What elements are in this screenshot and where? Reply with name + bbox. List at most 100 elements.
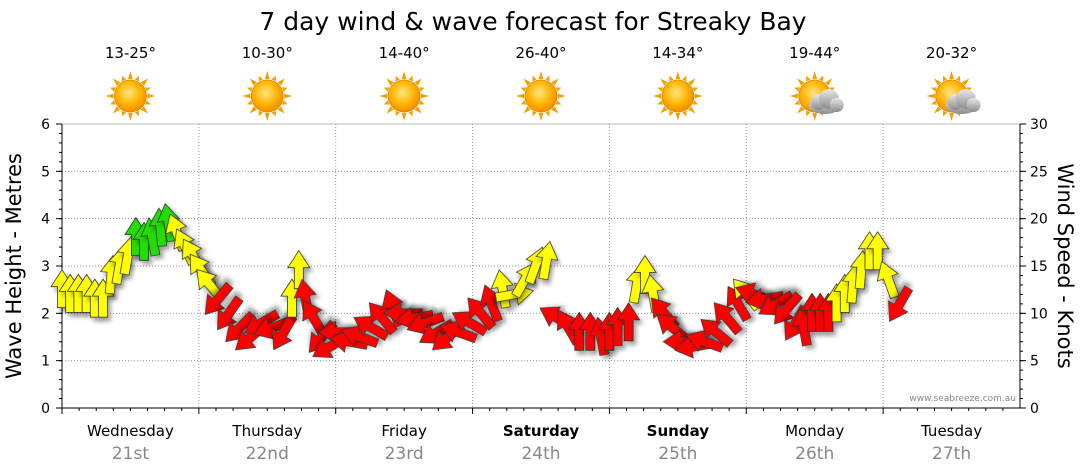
sun-ray [145,87,151,92]
axes: 0 1 2 3 4 5 6 0 5 10 15 20 25 30 Wednesday 21st 13-25° Th… [41,44,1048,464]
sun-ray [812,112,818,121]
wind-arrow-shape [876,260,900,300]
wind-arrow [204,281,234,315]
wind-arrows [50,202,914,359]
sun-ray [942,110,948,117]
sun-ray [669,110,674,117]
sun-ray [128,112,133,121]
day-name-label: Sunday [647,422,710,440]
sun-ray [140,106,149,114]
sun-cloud-icon [789,71,844,121]
temperature-label: 13-25° [105,44,156,62]
day-date-label: 27th [932,444,971,464]
day-date-label: 21st [112,444,149,464]
sun-ray [794,100,801,105]
sun-ray [420,93,430,99]
wind-arrow-shape [616,302,641,342]
y2-axis-label: Wind Speed - Knots [1053,163,1077,368]
sun-icon [516,71,566,121]
sun-ray [942,75,948,82]
wind-arrow-shape [865,231,890,271]
sun-ray [675,71,681,80]
y2-tick-label: 25 [1030,164,1048,180]
sun-ray [401,71,407,80]
sun-ray [806,110,811,117]
day-name-label: Tuesday [920,422,982,440]
day-name-label: Thursday [231,422,302,440]
sun-ray [688,106,696,114]
sun-ray [555,100,562,105]
sun-ray [386,106,394,114]
sun-ray [105,93,114,99]
day-date-label: 22nd [246,444,289,464]
sun-ray [112,106,121,114]
temperature-label: 10-30° [242,44,293,62]
temperature-label: 14-40° [379,44,430,62]
sun-ray [258,110,264,117]
wind-arrow [888,285,914,322]
y2-tick-label: 5 [1030,354,1039,370]
day-name-label: Monday [785,422,844,440]
sun-ray [110,87,116,92]
sun-ray [652,93,662,99]
y2-tick-label: 10 [1030,306,1048,322]
y2-tick-label: 15 [1030,259,1048,275]
sun-ray [692,87,699,92]
sun-ray [408,75,413,82]
cloud-shape [945,89,981,114]
wind-arrow [876,260,900,300]
wind-arrow [467,297,497,331]
day-date-label: 23rd [385,444,424,464]
sun-ray [931,87,937,92]
sun-ray [682,75,687,82]
y-tick-label: 6 [41,117,50,133]
sun-ray [657,100,664,105]
sun-icon [105,71,156,121]
temperature-label: 19-44° [789,44,840,62]
sun-ray [660,78,668,86]
sun-ray [955,75,961,82]
sun-ray [284,93,293,99]
sun-ray [242,93,251,99]
sun-ray [688,78,696,86]
sun-ray [249,78,258,86]
y-tick-label: 5 [41,164,50,180]
sun-ray [692,100,699,105]
temperature-label: 26-40° [515,44,566,62]
sun-ray [557,93,566,99]
cloud-shape [808,89,844,114]
wind-arrow [616,302,641,342]
sun-ray [806,75,811,82]
sun-ray [395,110,400,117]
sun-ray [682,110,687,117]
wind-arrow-shape [535,240,559,281]
sun-ray [281,100,288,105]
sun-icon [242,71,293,121]
sun-ray [121,110,127,117]
sun-ray [523,106,531,114]
sun-ray [145,100,151,105]
sun-ray [140,78,149,86]
y-tick-label: 1 [41,354,50,370]
temperature-label: 14-34° [652,44,703,62]
wind-arrow [368,302,398,336]
wind-arrow [773,291,803,325]
sun-ray [121,75,127,82]
sun-ray [383,87,390,92]
day-name-label: Saturday [503,422,580,440]
sun-ray [545,110,550,117]
sun-ray [523,78,531,86]
sun-ray [660,106,668,114]
sun-ray [933,78,942,86]
wind-arrow [633,254,657,294]
day-name-label: Friday [381,422,427,440]
sun-icon [379,71,430,121]
sun-ray [538,71,544,80]
y-tick-label: 4 [41,212,50,228]
y-tick-label: 0 [41,401,50,417]
sun-ray [134,110,140,117]
sun-ray [675,112,681,121]
wind-arrow [217,295,244,331]
sun-ray [669,75,674,82]
